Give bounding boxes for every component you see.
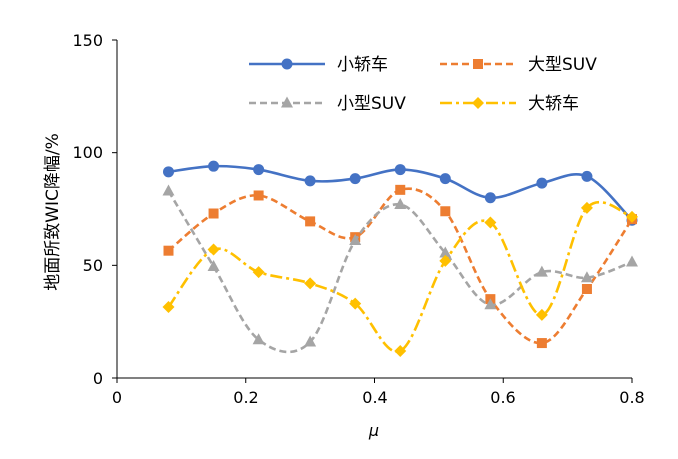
data-point — [349, 173, 361, 185]
legend-label: 小型SUV — [337, 94, 406, 114]
x-tick-label: 0.8 — [619, 388, 644, 407]
data-point — [439, 173, 451, 185]
data-point — [163, 245, 174, 256]
legend-entry-large-suv: 大型SUV — [440, 55, 597, 75]
data-point — [535, 308, 548, 321]
data-point — [581, 283, 592, 294]
y-tick-label: 0 — [93, 369, 103, 388]
legend-entry-small-suv: 小型SUV — [249, 94, 406, 114]
data-point — [394, 344, 407, 357]
data-point — [162, 184, 175, 196]
data-point — [304, 175, 316, 187]
data-point — [581, 170, 593, 182]
series-line — [167, 190, 633, 354]
data-point — [484, 298, 497, 310]
data-point — [349, 234, 362, 246]
series-1 — [163, 160, 638, 226]
data-point — [440, 206, 451, 217]
axes — [112, 39, 633, 383]
legend-label: 大型SUV — [528, 55, 597, 75]
data-point — [580, 201, 593, 214]
data-point — [208, 160, 220, 172]
data-point — [305, 216, 316, 227]
y-axis-label: 地面所致WIC降幅/% — [43, 133, 63, 291]
y-tick-marks — [112, 39, 117, 379]
data-point — [580, 271, 593, 283]
legend-label: 大轿车 — [528, 94, 579, 114]
legend-marker — [473, 59, 483, 69]
data-point — [484, 216, 497, 229]
data-point — [252, 266, 265, 279]
data-point — [536, 177, 548, 189]
data-point — [252, 333, 265, 345]
series-4 — [162, 200, 638, 357]
data-point — [207, 243, 220, 256]
y-tick-label: 100 — [72, 143, 103, 162]
data-point — [484, 192, 496, 204]
data-point — [395, 184, 406, 195]
data-point — [439, 254, 452, 267]
legend-entry-large-car: 大轿车 — [440, 94, 579, 114]
series-3 — [162, 184, 638, 354]
data-point — [439, 246, 452, 258]
data-point — [626, 210, 638, 223]
x-tick-label: 0.6 — [490, 388, 515, 407]
data-point — [394, 197, 407, 209]
legend: 小轿车 大型SUV 小型SUV 大轿车 — [249, 55, 597, 114]
x-tick-marks — [116, 378, 633, 383]
x-tick-label: 0.4 — [362, 388, 387, 407]
x-axis-label: μ — [368, 421, 379, 440]
legend-entry-small-car: 小轿车 — [249, 55, 388, 75]
data-point — [536, 338, 547, 349]
data-point — [304, 277, 317, 290]
data-point — [349, 297, 362, 310]
data-point — [394, 164, 406, 176]
data-point — [207, 259, 220, 271]
data-point — [253, 190, 264, 201]
data-point — [163, 166, 174, 178]
data-point — [535, 265, 548, 277]
legend-marker — [472, 97, 484, 109]
series-layer — [162, 160, 638, 357]
x-tick-label: 0 — [112, 388, 122, 407]
x-tick-label: 0.2 — [233, 388, 258, 407]
data-point — [162, 301, 175, 314]
legend-marker — [281, 58, 293, 70]
series-line — [167, 200, 633, 353]
y-tick-labels: 0 50 100 150 — [72, 31, 103, 388]
x-tick-labels: 0 0.2 0.4 0.6 0.8 — [112, 388, 645, 407]
legend-label: 小轿车 — [337, 55, 388, 75]
y-tick-label: 150 — [72, 31, 103, 50]
data-point — [208, 208, 219, 219]
legend-marker — [281, 96, 293, 108]
data-point — [304, 335, 317, 347]
series-line — [167, 187, 634, 345]
data-point — [253, 164, 265, 176]
y-tick-label: 50 — [83, 256, 103, 275]
data-point — [626, 255, 638, 267]
